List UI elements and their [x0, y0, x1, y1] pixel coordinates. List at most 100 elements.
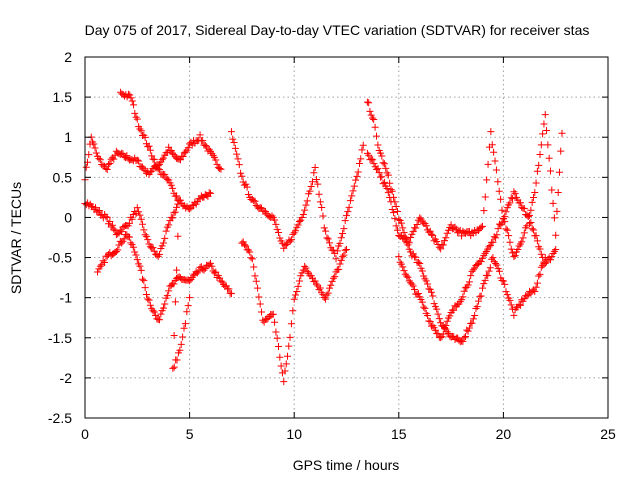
data-point [273, 225, 281, 233]
data-point [375, 169, 383, 177]
data-point [535, 272, 543, 280]
x-tick-label: 10 [286, 426, 302, 442]
data-point [527, 218, 535, 226]
data-point [196, 131, 204, 139]
data-point [184, 144, 192, 152]
data-point [179, 333, 187, 341]
data-point [506, 238, 514, 246]
data-point [173, 356, 181, 364]
data-point [269, 310, 277, 318]
data-point [282, 241, 290, 249]
data-point [103, 165, 111, 173]
data-point [154, 165, 162, 173]
data-point [395, 253, 403, 261]
data-point [208, 262, 216, 270]
data-point [148, 152, 156, 160]
data-point [335, 265, 343, 273]
data-point [141, 133, 149, 141]
data-point [238, 172, 246, 180]
data-point [531, 288, 539, 296]
data-point [341, 246, 349, 254]
data-point [527, 206, 535, 214]
data-point [144, 236, 152, 244]
data-point [158, 242, 166, 250]
data-point [162, 227, 170, 235]
data-point [539, 253, 547, 261]
data-point [416, 259, 424, 267]
data-point [233, 150, 241, 158]
data-point [186, 294, 194, 302]
data-point [271, 318, 279, 326]
data-point [363, 149, 371, 157]
y-tick-label: 1.5 [53, 89, 73, 105]
y-tick-label: -2.5 [48, 410, 72, 426]
data-point [350, 182, 358, 190]
data-point [227, 290, 235, 298]
data-point [366, 107, 374, 115]
data-point [324, 235, 332, 243]
data-point [133, 115, 141, 123]
data-point [135, 208, 143, 216]
x-tick-label: 20 [496, 426, 512, 442]
data-point [387, 198, 395, 206]
data-point [329, 246, 337, 254]
data-point [507, 301, 515, 309]
data-point [413, 221, 421, 229]
data-point [346, 197, 354, 205]
data-point [306, 187, 314, 195]
data-point [127, 94, 135, 102]
data-point [439, 241, 447, 249]
data-point [125, 219, 133, 227]
data-point [139, 275, 147, 283]
data-point [163, 292, 171, 300]
data-point [536, 150, 544, 158]
data-point [546, 167, 554, 175]
data-point [200, 266, 208, 274]
data-point [254, 284, 262, 292]
data-point [544, 141, 552, 149]
data-point [354, 168, 362, 176]
data-point [336, 239, 344, 247]
data-point [193, 269, 201, 277]
data-point [288, 236, 296, 244]
data-point [195, 267, 203, 275]
data-point [137, 215, 145, 223]
data-point [495, 267, 503, 275]
data-series [227, 128, 367, 263]
data-point [156, 316, 164, 324]
data-point [548, 253, 556, 261]
data-point [225, 285, 233, 293]
data-point [537, 250, 545, 258]
data-point [230, 138, 238, 146]
data-point [493, 261, 501, 269]
data-point [329, 274, 337, 282]
data-point [242, 180, 250, 188]
data-point [459, 293, 467, 301]
data-point [144, 295, 152, 303]
data-point [503, 226, 511, 234]
data-point [383, 184, 391, 192]
data-point [442, 234, 450, 242]
data-point [101, 259, 109, 267]
data-point [171, 208, 179, 216]
data-point [271, 216, 279, 224]
data-point [102, 164, 110, 172]
data-point [533, 167, 541, 175]
data-point [217, 165, 225, 173]
data-point [493, 231, 501, 239]
y-axis-label: SDTVAR / TECUs [8, 182, 24, 294]
data-point [339, 253, 347, 261]
data-point [258, 308, 266, 316]
data-point [156, 250, 164, 258]
data-point [358, 146, 366, 154]
data-point [119, 150, 127, 158]
data-point [524, 212, 532, 220]
data-point [390, 209, 398, 217]
data-point [133, 256, 141, 264]
data-point [144, 143, 152, 151]
data-point [315, 190, 323, 198]
data-point [548, 186, 556, 194]
data-point [309, 178, 317, 186]
data-point [392, 202, 400, 210]
data-point [357, 155, 365, 163]
